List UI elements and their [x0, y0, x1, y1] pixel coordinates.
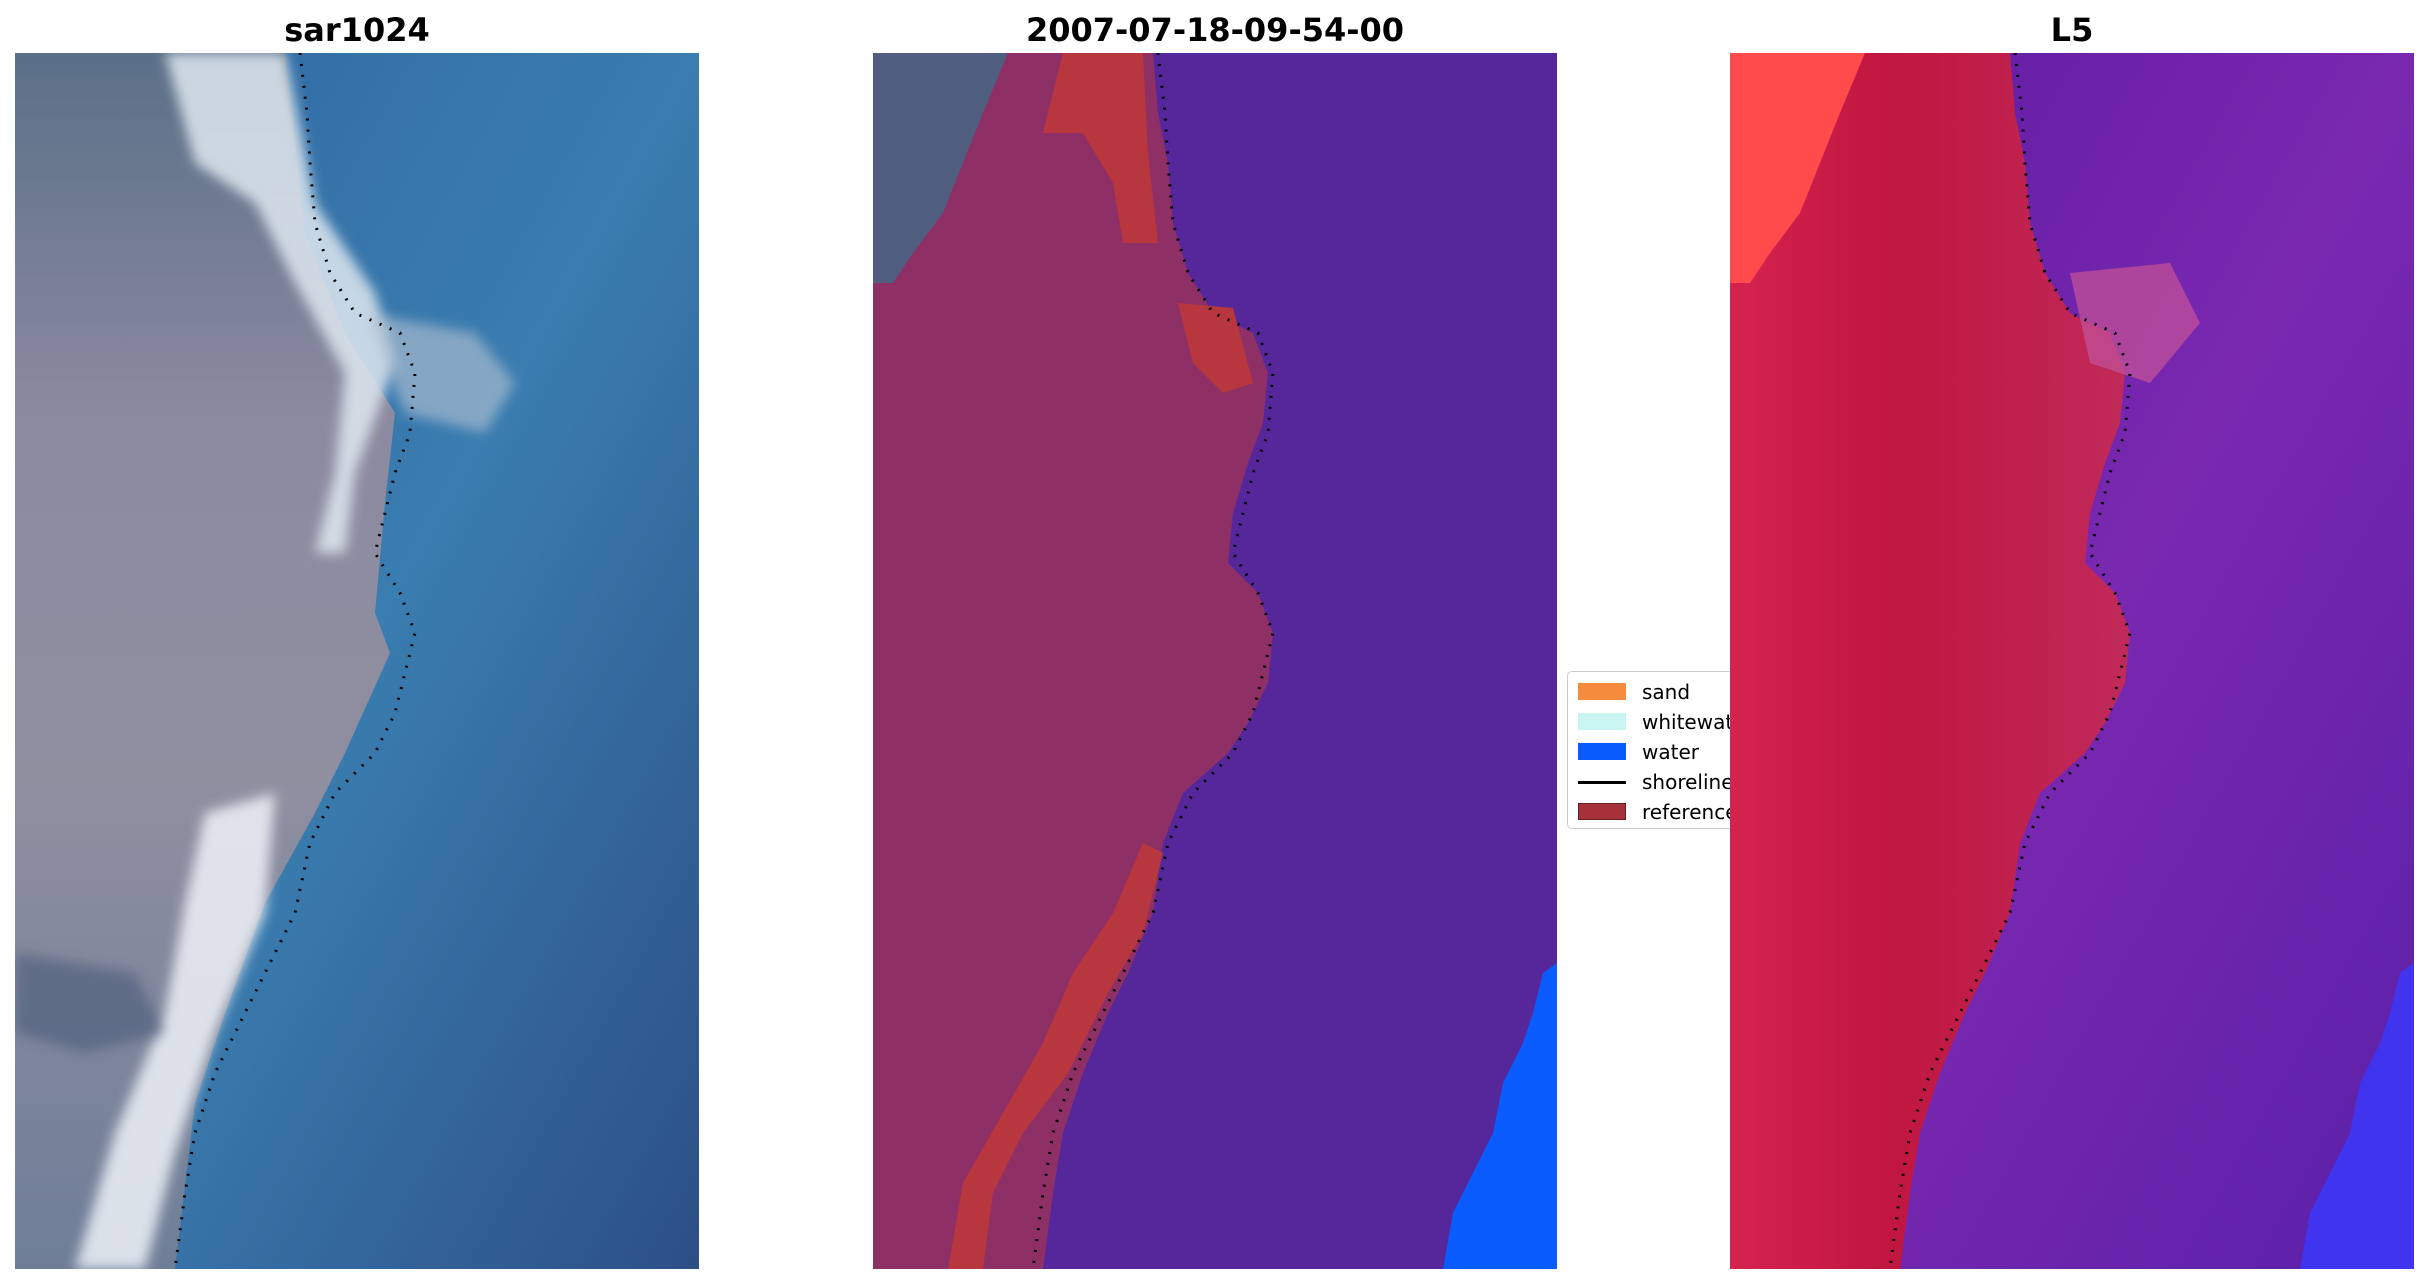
surf-zone-south — [75, 793, 275, 1269]
water-swatch — [1578, 743, 1626, 760]
prob-sand-corner — [1730, 53, 1865, 283]
classification-image — [873, 53, 1557, 1269]
legend-item-sand: sand — [1578, 677, 1741, 707]
reference-patch-south — [948, 843, 1163, 1269]
class-dark-corner — [873, 53, 1008, 283]
legend-label: water — [1642, 740, 1699, 764]
prob-land — [1730, 53, 2130, 1269]
whitewater-swatch — [1578, 713, 1626, 730]
class-land — [873, 53, 1273, 1269]
prob-mixed-patch — [2070, 263, 2200, 383]
legend-item-water: water — [1578, 737, 1741, 767]
legend-label: shoreline — [1642, 770, 1734, 794]
shoreline-line-swatch — [1578, 781, 1626, 784]
surf-patch — [365, 313, 515, 433]
panel-title-sar1024: sar1024 — [284, 11, 430, 49]
legend: sand whitewater water shoreline referenc… — [1567, 671, 1742, 829]
satellite-image-panel — [15, 53, 699, 1269]
dark-land-patch — [15, 953, 165, 1053]
land-area — [15, 53, 395, 1269]
reference-patch-middle — [1178, 303, 1253, 393]
prob-water-blue — [2300, 963, 2414, 1269]
probability-panel — [1730, 53, 2414, 1269]
reference-patch-north — [1043, 53, 1158, 243]
classification-panel — [873, 53, 1557, 1269]
sand-swatch — [1578, 683, 1626, 700]
legend-label: whitewater — [1642, 710, 1741, 734]
probability-image — [1730, 53, 2414, 1269]
legend-item-whitewater: whitewater — [1578, 707, 1741, 737]
panel-title-l5: L5 — [2050, 11, 2094, 49]
legend-label: sand — [1642, 680, 1691, 704]
panel-title-date: 2007-07-18-09-54-00 — [1025, 11, 1405, 49]
reference-swatch — [1578, 803, 1626, 820]
surf-zone-north — [165, 53, 395, 553]
satellite-image — [15, 53, 699, 1269]
legend-item-reference: reference — [1578, 797, 1741, 827]
class-water-blue — [1443, 963, 1557, 1269]
legend-label: reference — [1642, 800, 1738, 824]
legend-item-shoreline: shoreline — [1578, 767, 1741, 797]
